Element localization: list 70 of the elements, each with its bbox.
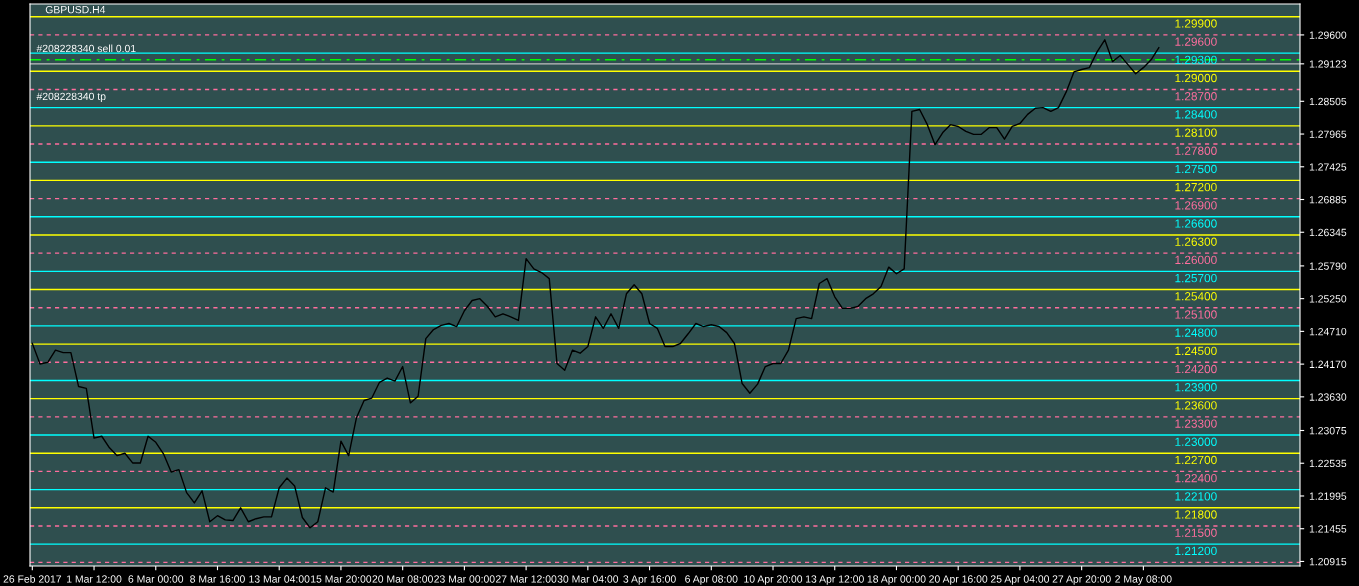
ref-line-label: 1.28100 <box>1175 128 1217 137</box>
y-tick-label: 1.25250 <box>1309 295 1347 303</box>
ref-line-label: 1.23900 <box>1175 383 1217 392</box>
x-tick-label: 20 Apr 16:00 <box>929 575 988 585</box>
x-tick-label: 20 Mar 08:00 <box>372 575 433 583</box>
ref-line-label: 1.23300 <box>1175 419 1217 428</box>
y-tick-label: 1.26345 <box>1309 228 1347 237</box>
ref-line-label: 1.28700 <box>1175 92 1217 101</box>
x-tick-label: 30 Mar 04:00 <box>557 575 619 583</box>
ref-line-label: 1.24500 <box>1175 346 1217 356</box>
x-tick-label: 3 Apr 16:00 <box>623 575 676 585</box>
ref-line-label: 1.22400 <box>1175 473 1217 483</box>
ref-line-label: 1.22700 <box>1175 455 1217 465</box>
x-tick-label: 13 Mar 04:00 <box>249 575 310 583</box>
ref-line-label: 1.25100 <box>1175 310 1217 319</box>
ref-line-label: 1.21200 <box>1175 546 1217 556</box>
ref-line-label: 1.29000 <box>1175 73 1217 83</box>
ref-line-label: 1.21800 <box>1175 510 1217 519</box>
y-tick-label: 1.24710 <box>1309 327 1347 336</box>
y-tick-label: 1.22535 <box>1309 459 1347 468</box>
ref-line-label: 1.25700 <box>1175 273 1217 283</box>
y-tick-label: 1.26885 <box>1309 196 1347 204</box>
annotation: #208228340 sell 0.01 <box>36 44 136 53</box>
ref-line-label: 1.29600 <box>1175 37 1217 46</box>
x-tick-label: 18 Apr 00:00 <box>867 575 926 585</box>
y-tick-label: 1.27965 <box>1309 130 1347 138</box>
y-tick-label: 1.28505 <box>1309 97 1347 106</box>
ref-line-label: 1.25400 <box>1175 292 1217 301</box>
ref-line-label: 1.27800 <box>1175 146 1217 155</box>
x-tick-label: 23 Mar 00:00 <box>434 575 495 583</box>
y-tick-label: 1.27425 <box>1309 163 1347 171</box>
x-tick-label: 13 Apr 12:00 <box>806 575 864 585</box>
x-tick-label: 27 Mar 12:00 <box>495 575 557 583</box>
y-tick-label: 1.21995 <box>1309 492 1347 500</box>
y-tick-label: 1.21455 <box>1309 525 1347 533</box>
x-tick-label: 1 Mar 12:00 <box>67 575 122 583</box>
y-tick-label: 1.29123 <box>1309 60 1347 68</box>
ref-line-label: 1.21500 <box>1175 528 1217 537</box>
ref-line-label: 1.24200 <box>1175 364 1217 374</box>
x-tick-label: 27 Apr 20:00 <box>1052 575 1111 585</box>
ref-line-label: 1.27200 <box>1175 182 1217 192</box>
y-tick-label: 1.23630 <box>1309 393 1347 401</box>
x-tick-label: 2 May 08:00 <box>1115 575 1172 585</box>
ref-line-label: 1.28400 <box>1175 110 1217 119</box>
ref-line-label: 1.26600 <box>1175 219 1217 228</box>
ref-line-label: 1.23600 <box>1175 401 1217 410</box>
x-tick-label: 15 Mar 20:00 <box>311 575 372 583</box>
x-tick-label: 6 Apr 08:00 <box>685 575 738 585</box>
ref-line-label: 1.22100 <box>1175 492 1217 501</box>
y-tick-label: 1.20915 <box>1309 557 1347 566</box>
ref-line-label: 1.26900 <box>1175 201 1217 210</box>
x-tick-label: 10 Apr 20:00 <box>744 575 803 585</box>
x-tick-label: 6 Mar 00:00 <box>128 575 184 583</box>
line-series <box>31 39 1160 529</box>
y-tick-label: 1.29600 <box>1309 31 1347 39</box>
chart-title: GBPUSD.H4 <box>45 5 106 14</box>
ref-line-label: 1.24800 <box>1175 328 1217 337</box>
ref-line-label: 1.29300 <box>1175 55 1217 65</box>
ref-line-label: 1.26300 <box>1175 237 1217 246</box>
ref-line-label: 1.29900 <box>1175 19 1217 28</box>
x-tick-label: 25 Apr 04:00 <box>990 575 1050 585</box>
ref-line-label: 1.27500 <box>1175 164 1217 174</box>
ref-line-label: 1.26000 <box>1175 255 1217 265</box>
y-tick-label: 1.23075 <box>1309 427 1347 435</box>
ref-line-label: 1.23000 <box>1175 437 1217 446</box>
y-tick-label: 1.25790 <box>1309 262 1347 270</box>
y-tick-label: 1.24170 <box>1309 360 1347 368</box>
annotation: #208228340 tp <box>36 92 106 103</box>
x-tick-label: 8 Mar 16:00 <box>190 575 245 583</box>
x-tick-label: 26 Feb 2017 <box>3 575 62 583</box>
